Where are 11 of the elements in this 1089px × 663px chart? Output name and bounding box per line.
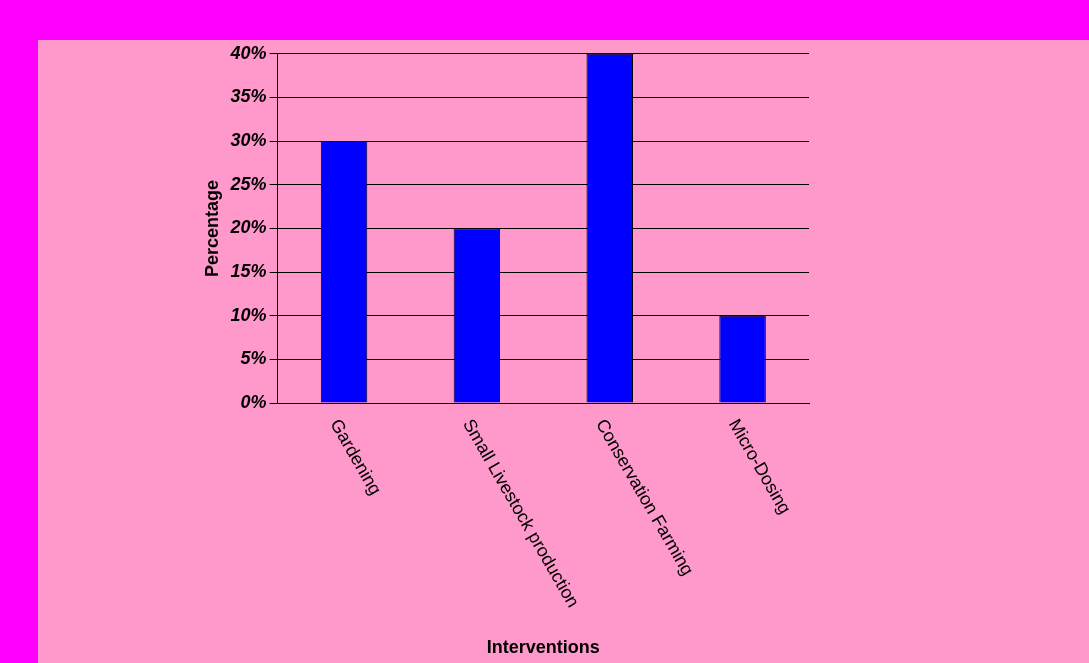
y-tick-label: 35% [230,86,267,107]
y-tick-label: 5% [240,348,267,369]
y-tick-label: 15% [230,261,267,282]
x-axis-title: Interventions [486,637,600,658]
y-tick-label: 20% [229,217,267,238]
y-tick-label: 0% [240,391,267,412]
y-tick-label: 40% [229,42,267,63]
y-tick-label: 25% [229,173,267,194]
y-tick-label: 30% [230,130,267,151]
y-axis-title: Percentage [201,179,222,277]
y-tick-label: 10% [230,304,267,325]
